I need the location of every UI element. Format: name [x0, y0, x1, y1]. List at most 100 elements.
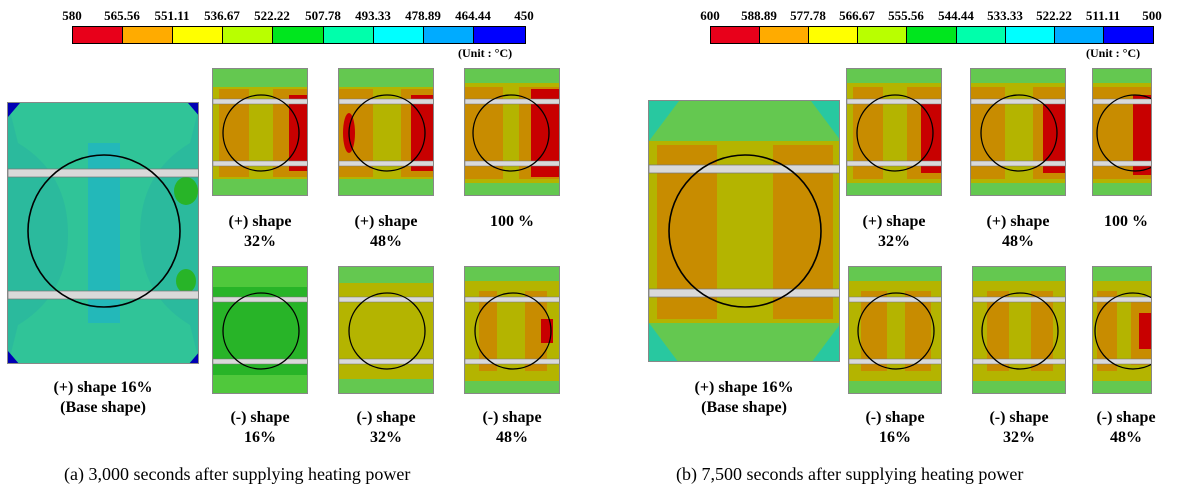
- label-line: 100 %: [1104, 213, 1148, 230]
- scale-swatch: [223, 27, 273, 43]
- scale-tick: 464.44: [455, 8, 491, 23]
- scale-tick: 522.22: [254, 8, 290, 23]
- scale-swatch: [858, 27, 907, 43]
- label-line: (+) shape: [862, 213, 926, 230]
- scale-tick: 566.67: [839, 8, 875, 23]
- label-line: (Base shape): [701, 399, 787, 416]
- label-line: (-) shape: [230, 409, 290, 426]
- label-line: (-) shape: [1096, 409, 1156, 426]
- scale-tick: 500: [1142, 8, 1162, 23]
- scale-swatch: [907, 27, 957, 43]
- minus-shape-48-contour: [464, 266, 560, 394]
- plus-shape-48-contour: [970, 68, 1066, 196]
- shape-100-label: 100 %: [1086, 212, 1166, 232]
- minus-shape-16-contour: [212, 266, 308, 394]
- label-line: 48%: [1110, 429, 1142, 446]
- minus-shape-16-contour: [848, 266, 942, 394]
- minus-shape-48-label: (-) shape 48%: [464, 408, 560, 448]
- color-scale-labels: 600 588.89 577.78 566.67 555.56 544.44 5…: [700, 8, 1162, 24]
- scale-swatch: [1104, 27, 1153, 43]
- scale-swatch: [1055, 27, 1104, 43]
- scale-tick: 544.44: [938, 8, 974, 23]
- panel-b: 600 588.89 577.78 566.67 555.56 544.44 5…: [592, 0, 1184, 494]
- scale-tick: 507.78: [305, 8, 341, 23]
- label-line: (-) shape: [482, 409, 542, 426]
- scale-tick: 565.56: [104, 8, 140, 23]
- minus-shape-48-label: (-) shape 48%: [1086, 408, 1166, 448]
- scale-swatch: [73, 27, 123, 43]
- plus-shape-32-label: (+) shape 32%: [846, 212, 942, 252]
- scale-tick: 580: [62, 8, 82, 23]
- label-line: 48%: [496, 429, 528, 446]
- label-line: 32%: [878, 233, 910, 250]
- panel-caption: (b) 7,500 seconds after supplying heatin…: [676, 464, 1024, 484]
- label-line: 16%: [244, 429, 276, 446]
- minus-shape-48-contour: [1092, 266, 1152, 394]
- label-line: (+) shape: [986, 213, 1050, 230]
- shape-100-contour: [1092, 68, 1152, 196]
- scale-tick: 600: [700, 8, 720, 23]
- unit-label: (Unit : °C): [458, 46, 513, 60]
- scale-tick: 588.89: [741, 8, 777, 23]
- scale-swatch: [173, 27, 223, 43]
- plus-shape-32-contour: [846, 68, 942, 196]
- scale-tick: 533.33: [987, 8, 1023, 23]
- base-shape-label: (+) shape 16% (Base shape): [7, 378, 199, 418]
- minus-shape-32-label: (-) shape 32%: [338, 408, 434, 448]
- label-line: 48%: [370, 233, 402, 250]
- scale-swatch: [424, 27, 474, 43]
- label-line: (+) shape 16%: [694, 379, 794, 396]
- label-line: (-) shape: [865, 409, 925, 426]
- panel-caption: (a) 3,000 seconds after supplying heatin…: [64, 464, 411, 484]
- scale-tick: 577.78: [790, 8, 826, 23]
- scale-swatch: [324, 27, 374, 43]
- scale-tick: 450: [514, 8, 534, 23]
- panel-a: 580 565.56 551.11 536.67 522.22 507.78 4…: [7, 8, 560, 484]
- base-shape-contour: [648, 100, 840, 362]
- plus-shape-32-contour: [212, 68, 308, 196]
- label-line: (+) shape 16%: [53, 379, 153, 396]
- shape-100-label: 100 %: [464, 212, 560, 232]
- label-line: (-) shape: [356, 409, 416, 426]
- scale-swatch: [123, 27, 173, 43]
- color-scale-bar: [72, 26, 526, 44]
- minus-shape-32-label: (-) shape 32%: [972, 408, 1066, 448]
- scale-swatch: [1006, 27, 1055, 43]
- base-shape-contour: [7, 102, 199, 364]
- scale-swatch: [374, 27, 424, 43]
- label-line: 32%: [244, 233, 276, 250]
- scale-swatch: [474, 27, 525, 43]
- scale-swatch: [711, 27, 760, 43]
- scale-swatch: [957, 27, 1006, 43]
- base-shape-label: (+) shape 16% (Base shape): [648, 378, 840, 418]
- minus-shape-32-contour: [972, 266, 1066, 394]
- label-line: 32%: [1003, 429, 1035, 446]
- color-scale-labels: 580 565.56 551.11 536.67 522.22 507.78 4…: [62, 8, 534, 24]
- unit-label: (Unit : °C): [1086, 46, 1141, 60]
- scale-swatch: [273, 27, 324, 43]
- scale-tick: 551.11: [154, 8, 190, 23]
- minus-shape-32-contour: [338, 266, 434, 394]
- scale-tick: 555.56: [888, 8, 924, 23]
- label-line: (Base shape): [60, 399, 146, 416]
- label-line: (+) shape: [354, 213, 418, 230]
- label-line: 48%: [1002, 233, 1034, 250]
- plus-shape-48-label: (+) shape 48%: [970, 212, 1066, 252]
- shape-100-contour: [464, 68, 560, 196]
- scale-tick: 511.11: [1085, 8, 1121, 23]
- label-line: (-) shape: [989, 409, 1049, 426]
- scale-tick: 536.67: [204, 8, 240, 23]
- scale-swatch: [760, 27, 809, 43]
- minus-shape-16-label: (-) shape 16%: [212, 408, 308, 448]
- label-line: (+) shape: [228, 213, 292, 230]
- scale-swatch: [809, 27, 858, 43]
- scale-tick: 522.22: [1036, 8, 1072, 23]
- color-scale-bar: [710, 26, 1154, 44]
- plus-shape-32-label: (+) shape 32%: [212, 212, 308, 252]
- plus-shape-48-label: (+) shape 48%: [338, 212, 434, 252]
- scale-tick: 493.33: [355, 8, 391, 23]
- label-line: 32%: [370, 429, 402, 446]
- plus-shape-48-contour: [338, 68, 434, 196]
- label-line: 100 %: [490, 213, 534, 230]
- scale-tick: 478.89: [405, 8, 441, 23]
